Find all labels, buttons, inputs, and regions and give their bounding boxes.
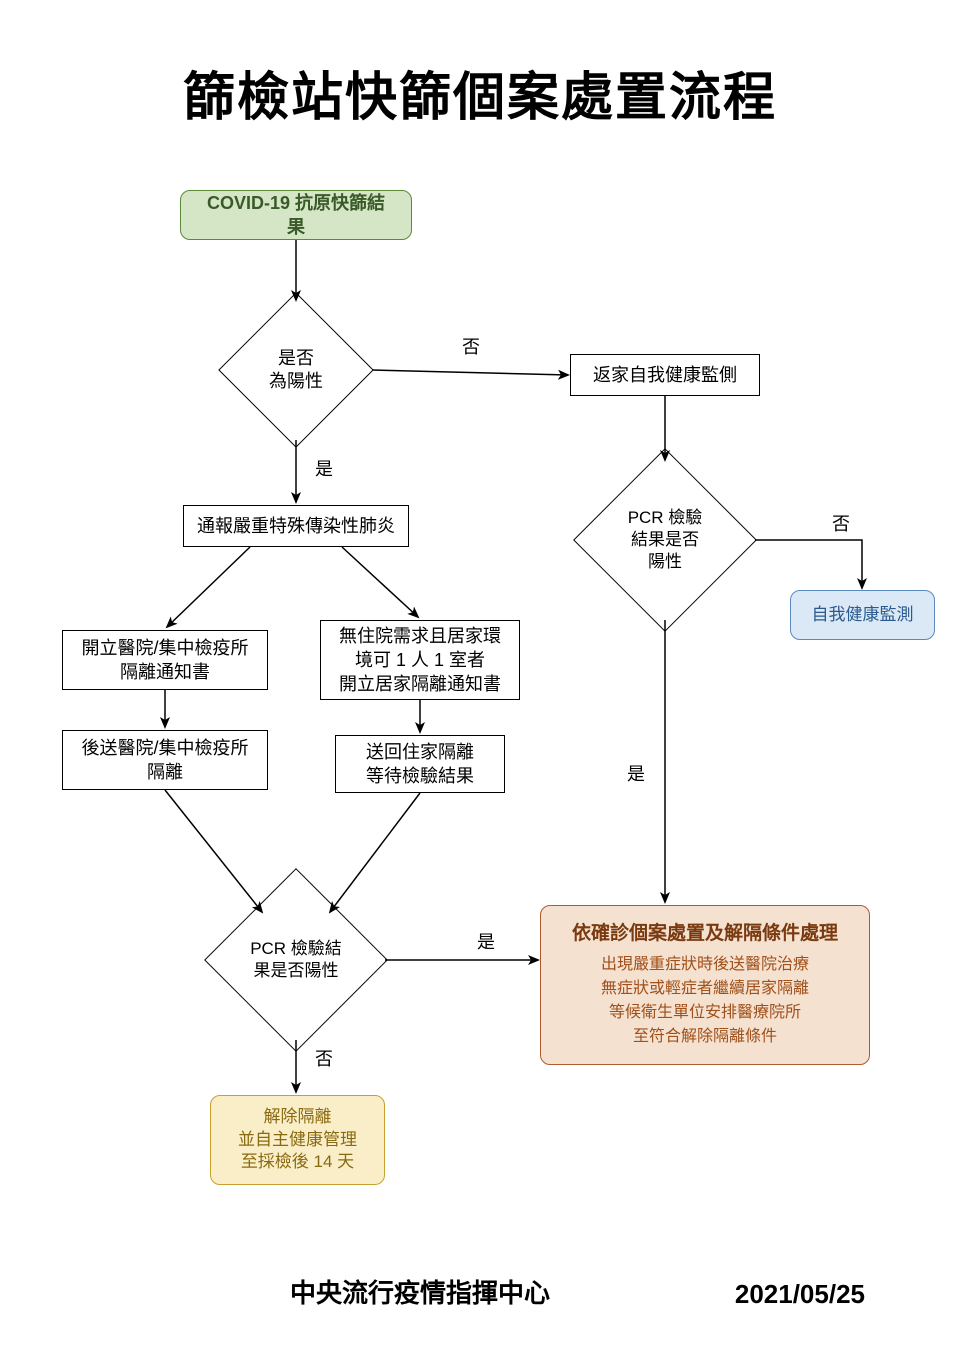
node-start: COVID-19 抗原快篩結果 [180,190,412,240]
d3-l2: 果是否陽性 [254,961,339,980]
page-title: 篩檢站快篩個案處置流程 [0,55,960,130]
label-d2-yes: 是 [625,760,647,786]
label-d3-yes: 是 [475,928,497,954]
node-self-monitor: 自我健康監測 [790,590,935,640]
decision-pcr-left: PCR 檢驗結 果是否陽性 [231,895,361,1025]
orange-body: 出現嚴重症狀時後送醫院治療 無症狀或輕症者繼續居家隔離 等候衛生單位安排醫療院所… [601,953,809,1049]
decision-pcr-left-text: PCR 檢驗結 果是否陽性 [250,938,342,982]
label-d3-no: 否 [313,1045,335,1071]
decision-pcr-right-text: PCR 檢驗 結果是否 陽性 [628,507,703,573]
node-confirmed-case: 依確診個案處置及解隔條件處理 出現嚴重症狀時後送醫院治療 無症狀或輕症者繼續居家… [540,905,870,1065]
yellow-l2: 並自主健康管理 [238,1129,357,1152]
footer-date: 2021/05/25 [735,1279,865,1310]
label-d1-no: 否 [460,333,482,359]
left1-l2: 隔離通知書 [120,660,210,684]
right1-l1: 無住院需求且居家環 [339,624,501,648]
node-home-monitor: 返家自我健康監側 [570,354,760,396]
decision-pcr-right: PCR 檢驗 結果是否 陽性 [600,475,730,605]
node-report-text: 通報嚴重特殊傳染性肺炎 [197,514,395,538]
right1-l2: 境可 1 人 1 室者 [355,648,485,672]
node-home-notice: 無住院需求且居家環 境可 1 人 1 室者 開立居家隔離通知書 [320,620,520,700]
left2-l1: 後送醫院/集中檢疫所 [81,736,248,760]
node-hospital-notice: 開立醫院/集中檢疫所 隔離通知書 [62,630,268,690]
node-report: 通報嚴重特殊傳染性肺炎 [183,505,409,547]
yellow-l3: 至採檢後 14 天 [241,1151,354,1174]
node-start-text: COVID-19 抗原快篩結果 [201,191,391,240]
footer-org: 中央流行疫情指揮中心 [290,1273,550,1310]
node-release: 解除隔離 並自主健康管理 至採檢後 14 天 [210,1095,385,1185]
left2-l2: 隔離 [147,760,183,784]
label-d2-no: 否 [830,510,852,536]
orange-b4: 至符合解除隔離條件 [633,1028,777,1045]
right2-l1: 送回住家隔離 [366,740,474,764]
node-self-monitor-text: 自我健康監測 [812,604,914,627]
node-home-isolate: 送回住家隔離 等待檢驗結果 [335,735,505,793]
d2-l3: 陽性 [648,552,682,571]
orange-title: 依確診個案處置及解隔條件處理 [572,921,838,947]
d2-l2: 結果是否 [631,530,699,549]
orange-b1: 出現嚴重症狀時後送醫院治療 [601,956,809,973]
right2-l2: 等待檢驗結果 [366,764,474,788]
orange-b2: 無症狀或輕症者繼續居家隔離 [601,980,809,997]
decision-positive: 是否 為陽性 [241,315,351,425]
node-hospital-isolate: 後送醫院/集中檢疫所 隔離 [62,730,268,790]
node-home-monitor-text: 返家自我健康監側 [593,363,737,387]
left1-l1: 開立醫院/集中檢疫所 [81,636,248,660]
decision-positive-text: 是否 為陽性 [269,347,323,394]
label-d1-yes: 是 [313,455,335,481]
d1-l1: 是否 [278,348,314,368]
d1-l2: 為陽性 [269,371,323,391]
right1-l3: 開立居家隔離通知書 [339,672,501,696]
yellow-l1: 解除隔離 [264,1106,332,1129]
d2-l1: PCR 檢驗 [628,508,703,527]
d3-l1: PCR 檢驗結 [250,939,342,958]
orange-b3: 等候衛生單位安排醫療院所 [609,1004,801,1021]
